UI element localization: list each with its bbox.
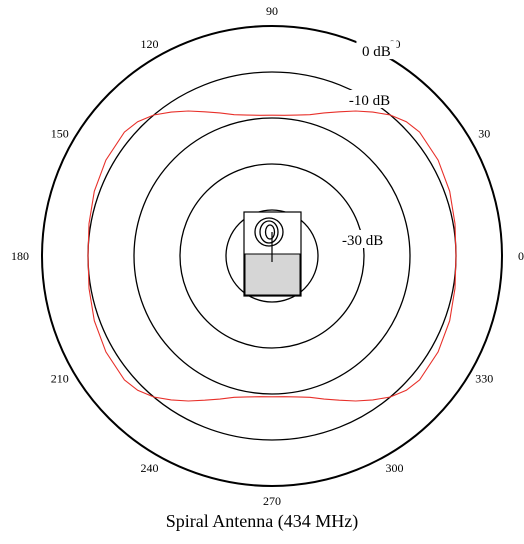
ring-db-label: -30 dB xyxy=(342,233,383,249)
angle-tick-label: 0 xyxy=(518,249,524,263)
angle-tick-label: 30 xyxy=(478,127,490,141)
angle-tick-label: 90 xyxy=(266,4,278,18)
ring-db-label: 0 dB xyxy=(362,44,391,60)
angle-tick-label: 240 xyxy=(141,461,159,475)
ring-db-label: -10 dB xyxy=(349,93,390,109)
spiral-outer xyxy=(254,217,284,247)
grid-ring-2 xyxy=(133,117,411,395)
grid-ring-3 xyxy=(179,163,365,349)
spiral-inner xyxy=(264,224,276,240)
polar-plot-area: 90603003303002702402101801501200 dB-10 d… xyxy=(11,4,524,508)
ring-label-background xyxy=(356,41,397,60)
angle-tick-label: 330 xyxy=(475,372,493,386)
radiation-pattern-trace-0 xyxy=(87,110,457,402)
angle-tick-label: 180 xyxy=(11,249,29,263)
angle-tick-label: 120 xyxy=(141,37,159,51)
grid-ring-4 xyxy=(225,209,319,303)
angle-tick-label: 300 xyxy=(386,461,404,475)
chart-title: Spiral Antenna (434 MHz) xyxy=(165,511,359,531)
angle-tick-label: 210 xyxy=(51,372,69,386)
grid-ring-0 xyxy=(41,25,503,487)
spiral-middle xyxy=(259,220,279,244)
ring-label-background xyxy=(341,90,398,108)
angle-tick-label: 270 xyxy=(263,494,281,508)
spiral-antenna-icon xyxy=(243,211,302,297)
angle-tick-label: 150 xyxy=(51,127,69,141)
ring-label-background xyxy=(334,230,391,248)
